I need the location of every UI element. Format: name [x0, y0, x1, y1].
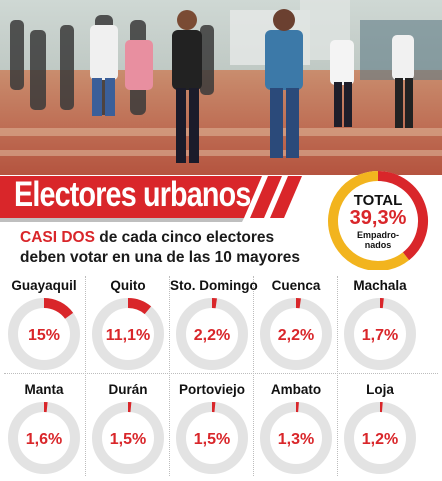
- city-cell: Quito 11,1%: [86, 270, 170, 370]
- column-divider: [85, 276, 86, 476]
- subtitle: CASI DOS de cada cinco electores deben v…: [20, 228, 320, 288]
- city-donut: [260, 402, 332, 474]
- city-donut: [176, 298, 248, 370]
- total-label: TOTAL: [353, 192, 403, 209]
- page-title: Electores urbanos: [14, 175, 251, 214]
- city-name-label: Manta: [24, 382, 64, 397]
- city-cell: Machala 1,7%: [338, 270, 422, 370]
- city-percent-label: 15%: [27, 327, 61, 344]
- city-percent-label: 11,1%: [105, 327, 151, 344]
- city-donut-share: [127, 298, 152, 315]
- city-name-label: Durán: [108, 382, 148, 397]
- total-value: 39,3%: [349, 207, 407, 229]
- city-grid: Guayaquil 15% Quito 11,1% Sto. Domingo 2,2% Cu…: [0, 270, 442, 481]
- city-donut: [176, 402, 248, 474]
- row-divider: [4, 373, 438, 374]
- city-name-label: Cuenca: [271, 278, 321, 293]
- city-cell: Ambato 1,3%: [254, 374, 338, 474]
- city-percent-label: 1,5%: [193, 431, 231, 448]
- city-percent-label: 1,6%: [25, 431, 63, 448]
- column-divider: [169, 276, 170, 476]
- total-sublabel-line2: nados: [364, 240, 392, 250]
- title-banner: [0, 172, 330, 222]
- city-donut: [92, 402, 164, 474]
- hero-photo: [0, 0, 442, 175]
- city-donut: [344, 298, 416, 370]
- city-cell: Loja 1,2%: [338, 374, 422, 474]
- total-donut-remainder: [328, 171, 410, 271]
- city-cell: Durán 1,5%: [86, 374, 170, 474]
- city-percent-label: 1,3%: [277, 431, 315, 448]
- total-sublabel-line1: Empadro-: [356, 230, 399, 240]
- city-cell: Guayaquil 15%: [2, 270, 86, 370]
- city-cell: Cuenca 2,2%: [254, 270, 338, 370]
- city-donut-share: [43, 298, 74, 319]
- city-name-label: Quito: [110, 278, 146, 293]
- column-divider: [253, 276, 254, 476]
- city-donut: [260, 298, 332, 370]
- city-donut: [8, 298, 80, 370]
- total-donut-share: [377, 171, 428, 261]
- city-name-label: Sto. Domingo: [170, 278, 258, 293]
- subtitle-highlight: CASI DOS: [20, 229, 95, 246]
- city-cell: Portoviejo 1,5%: [170, 374, 254, 474]
- city-donut: [344, 402, 416, 474]
- city-name-label: Ambato: [270, 382, 322, 397]
- total-donut: [328, 171, 428, 271]
- total-sublabel: Empadro- nados: [325, 230, 431, 250]
- city-cell: Manta 1,6%: [2, 374, 86, 474]
- city-percent-label: 1,5%: [109, 431, 147, 448]
- column-divider: [337, 276, 338, 476]
- city-donut: [8, 402, 80, 474]
- city-donut: [92, 298, 164, 370]
- city-name-label: Machala: [353, 278, 407, 293]
- city-cell: Sto. Domingo 2,2%: [170, 270, 258, 370]
- city-percent-label: 2,2%: [277, 327, 315, 344]
- city-percent-label: 2,2%: [193, 327, 231, 344]
- city-name-label: Guayaquil: [11, 278, 77, 293]
- city-name-label: Loja: [366, 382, 394, 397]
- city-percent-label: 1,7%: [361, 327, 399, 344]
- city-percent-label: 1,2%: [361, 431, 399, 448]
- city-name-label: Portoviejo: [178, 382, 245, 397]
